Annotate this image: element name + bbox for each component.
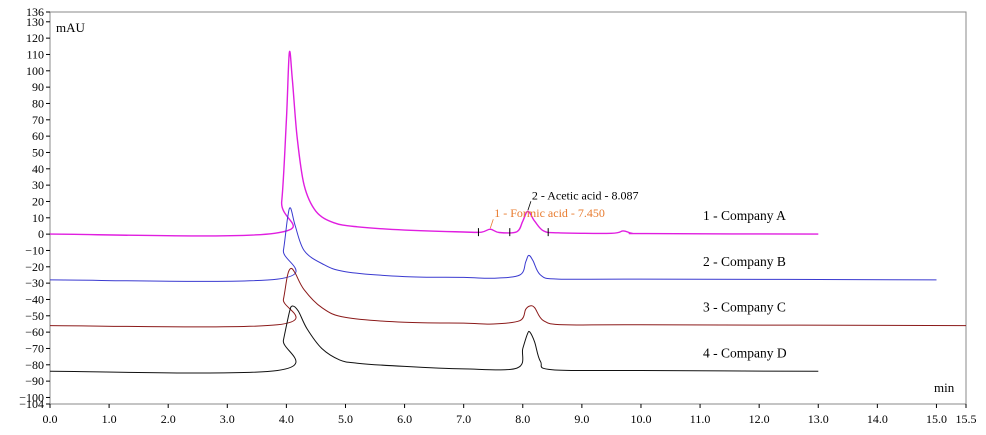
y-tick-label: −80: [25, 358, 44, 372]
x-tick-label: 7.0: [456, 412, 471, 426]
y-tick-label: −60: [25, 325, 44, 339]
series-line-1: [49, 50, 819, 237]
y-tick-label: 110: [26, 47, 44, 61]
x-tick-label: 9.0: [574, 412, 589, 426]
y-tick-label: 60: [32, 129, 44, 143]
y-tick-label: −104: [19, 397, 44, 411]
axes: 1361301201101009080706050403020100−10−20…: [19, 5, 976, 426]
plot-frame: [49, 11, 967, 405]
y-tick-label: 80: [32, 96, 44, 110]
y-tick-label: 30: [32, 178, 44, 192]
y-tick-label: −20: [25, 260, 44, 274]
annotation-leader: [489, 219, 494, 229]
x-tick-label: 3.0: [220, 412, 235, 426]
x-tick-label: 13.0: [808, 412, 829, 426]
y-tick-label: −50: [25, 309, 44, 323]
y-tick-label: −70: [25, 341, 44, 355]
series-line-4: [49, 305, 819, 374]
x-tick-label: 11.0: [690, 412, 711, 426]
legend-entry-3: 3 - Company C: [703, 300, 786, 315]
peak-annotations: 2 - Acetic acid - 8.087 1 - Formic acid -…: [489, 188, 639, 229]
series-line-3: [49, 267, 967, 328]
y-tick-label: 40: [32, 162, 44, 176]
y-tick-label: 50: [32, 145, 44, 159]
x-tick-label: 4.0: [279, 412, 294, 426]
y-tick-label: 10: [32, 211, 44, 225]
y-tick-label: 120: [26, 31, 44, 45]
y-tick-label: −10: [25, 243, 44, 257]
y-tick-label: −90: [25, 374, 44, 388]
x-tick-label: 6.0: [397, 412, 412, 426]
peak-annotation-1: 2 - Acetic acid - 8.087: [532, 188, 639, 202]
y-tick-label: 0: [38, 227, 44, 241]
y-tick-label: −30: [25, 276, 44, 290]
legend-entry-2: 2 - Company B: [703, 254, 786, 269]
y-tick-label: 70: [32, 113, 44, 127]
x-tick-label: 10.0: [630, 412, 651, 426]
x-tick-label: 12.0: [749, 412, 770, 426]
y-tick-label: −40: [25, 292, 44, 306]
x-tick-label: 0.0: [43, 412, 58, 426]
x-tick-label: 2.0: [161, 412, 176, 426]
x-tick-label: 5.0: [338, 412, 353, 426]
x-axis-label: min: [934, 380, 955, 395]
y-tick-label: 100: [26, 64, 44, 78]
y-tick-label: 136: [26, 5, 44, 19]
x-tick-label: 14.0: [867, 412, 888, 426]
legend-entry-1: 1 - Company A: [703, 208, 786, 223]
x-tick-label: 1.0: [102, 412, 117, 426]
traces: [49, 50, 967, 374]
x-tick-label: 8.0: [515, 412, 530, 426]
x-tick-label: 15.0: [926, 412, 947, 426]
y-tick-label: −100: [19, 390, 44, 404]
legend-entry-4: 4 - Company D: [703, 345, 787, 360]
y-axis-label: mAU: [56, 20, 86, 35]
annotation-leader: [527, 201, 532, 211]
x-tick-label: 15.5: [956, 412, 977, 426]
y-tick-label: 130: [26, 15, 44, 29]
peak-annotation-2: 1 - Formic acid - 7.450: [494, 206, 605, 220]
legend: 1 - Company A 2 - Company B 3 - Company C 4…: [703, 208, 787, 360]
y-tick-label: 90: [32, 80, 44, 94]
series-line-2: [49, 207, 937, 282]
integration-marks: [477, 228, 549, 237]
y-tick-label: 20: [32, 194, 44, 208]
